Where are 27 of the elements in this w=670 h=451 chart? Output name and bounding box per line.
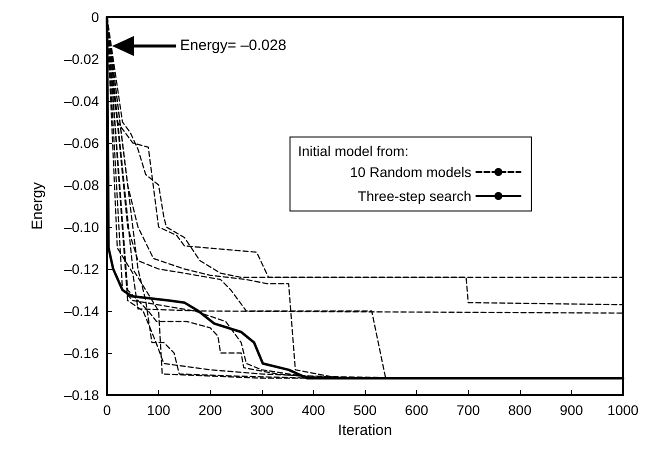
x-tick-label: 700 bbox=[456, 402, 480, 418]
y-tick-label: –0.14 bbox=[64, 303, 100, 319]
legend-title: Initial model from: bbox=[298, 143, 408, 159]
x-tick-label: 1000 bbox=[607, 402, 639, 418]
legend-label: Three-step search bbox=[358, 188, 472, 204]
y-axis-title: Energy bbox=[29, 182, 46, 230]
x-tick-label: 0 bbox=[103, 402, 112, 418]
y-tick-label: –0.04 bbox=[64, 93, 100, 109]
x-tick-label: 200 bbox=[198, 402, 222, 418]
x-tick-label: 500 bbox=[353, 402, 377, 418]
x-tick-label: 400 bbox=[302, 402, 326, 418]
x-axis-title: Iteration bbox=[338, 422, 392, 439]
y-tick-label: –0.12 bbox=[64, 261, 100, 277]
x-tick-label: 600 bbox=[404, 402, 428, 418]
y-tick-label: –0.10 bbox=[64, 219, 100, 235]
y-tick-label: –0.16 bbox=[64, 345, 100, 361]
y-tick-label: –0.02 bbox=[64, 51, 100, 67]
y-tick-label: –0.08 bbox=[64, 177, 100, 193]
x-tick-label: 900 bbox=[560, 402, 584, 418]
x-tick-label: 800 bbox=[508, 402, 532, 418]
y-tick-label: –0.18 bbox=[64, 387, 100, 403]
annotation: Energy= –0.028 bbox=[180, 37, 286, 54]
x-tick-label: 300 bbox=[250, 402, 274, 418]
x-tick-label: 100 bbox=[146, 402, 170, 418]
y-tick-label: –0.06 bbox=[64, 135, 100, 151]
y-tick-label: 0 bbox=[91, 9, 100, 25]
legend-label: 10 Random models bbox=[350, 164, 472, 180]
